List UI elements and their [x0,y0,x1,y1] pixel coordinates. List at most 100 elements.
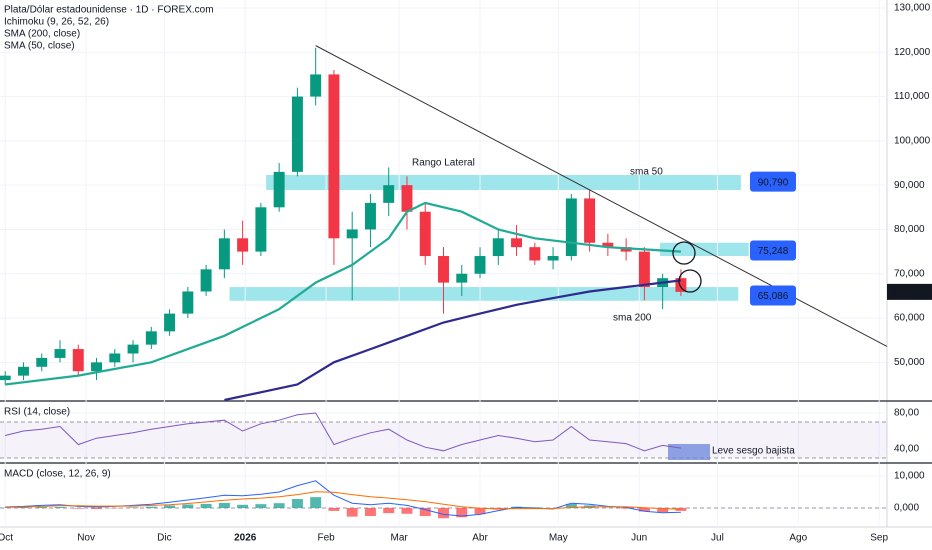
sma-line [5,201,681,386]
y-tick-label: 10,000 [894,471,925,482]
candle-body [0,375,11,381]
candle-body [383,185,395,203]
histogram-bar [620,508,632,509]
last-price-label: 65,909 [891,287,922,298]
x-tick-label: Ago [789,533,807,544]
y-tick-label: 0,000 [894,503,919,514]
candle-body [419,211,431,257]
histogram-bar [237,504,249,509]
histogram-bar [145,506,157,509]
x-tick-label: Mar [391,533,409,544]
zone [229,287,739,301]
candle-body [182,291,194,314]
histogram-bar [438,508,449,519]
histogram-bar [72,508,84,509]
candle-body [36,357,48,367]
rsi-band [0,422,887,459]
legend-entry: SMA (50, close) [4,41,75,52]
histogram-bar [273,503,285,509]
histogram-bar [182,504,194,509]
histogram-bar [474,508,486,515]
x-tick-label: Jun [631,533,647,544]
candle-body [72,349,84,372]
level-label: 90,790 [758,177,789,188]
highlight-circle [678,269,702,293]
histogram-bar [164,505,176,509]
candle-body [145,331,157,345]
y-tick-label: 90,000 [894,180,925,191]
sma-line [224,279,682,402]
histogram-bar [675,508,687,511]
zone [660,242,749,257]
y-tick-label: 120,000 [894,47,931,58]
histogram-bar [638,508,650,512]
x-tick-label: Nov [77,533,95,544]
level-label: 75,248 [758,246,789,257]
candle-body [584,198,596,243]
candle-body [474,256,486,274]
y-tick-label: 100,000 [894,136,931,147]
macd-line [5,491,681,510]
histogram-bar [456,508,468,518]
annotation: Rango Lateral [412,158,475,169]
candle-body [547,256,559,261]
histogram-bar [419,508,431,517]
candle-body [200,269,212,292]
candle-body [346,229,358,239]
histogram-bar [346,508,358,517]
candle-body [675,278,687,292]
candle-body [328,74,340,239]
candle-body [438,256,449,283]
candle-body [310,74,322,97]
histogram-bar [18,507,29,509]
candle-body [511,238,523,248]
pane-title: RSI (14, close) [4,407,70,418]
histogram-bar [200,503,212,509]
y-tick-label: 50,000 [894,357,925,368]
histogram-bar [657,508,669,513]
x-tick-label: Abr [472,533,488,544]
level-box [750,171,796,192]
x-tick-label: May [549,533,568,544]
rsi-line [5,412,681,452]
x-tick-label: Dic [157,533,171,544]
histogram-bar [255,504,267,509]
candle-body [565,198,577,257]
highlight-circle [672,241,696,265]
candle-body [291,96,303,172]
histogram-bar [364,508,376,517]
chart-title: Plata/Dólar estadounidense · 1D · FOREX.… [4,5,214,16]
level-box [750,285,796,306]
histogram-bar [127,507,139,509]
annotation: Leve sesgo bajista [712,446,795,457]
candle-body [164,313,176,332]
x-tick-label: 2026 [234,533,257,544]
histogram-bar [310,497,322,509]
histogram-bar [401,508,413,514]
histogram-bar [218,502,230,509]
annotation: sma 50 [630,167,663,178]
level-label: 65,086 [758,291,789,302]
pane-title: MACD (close, 12, 26, 9) [4,469,111,480]
histogram-bar [291,499,303,509]
y-tick-label: 110,000 [894,91,930,102]
candle-body [54,349,66,358]
candle-body [273,171,285,208]
y-tick-label: 80,000 [894,224,925,235]
candle-body [127,344,139,354]
annotation: sma 200 [613,313,652,324]
y-tick-label: 130,000 [894,3,931,14]
last-price-box [887,283,932,300]
candle-body [218,238,230,270]
x-tick-label: Feb [317,533,335,544]
note-highlight [668,444,710,460]
candle-body [109,353,121,363]
candle-body [492,238,504,257]
histogram-bar [328,508,340,511]
candle-body [529,247,541,261]
candle-body [364,202,376,230]
histogram-bar [565,503,577,509]
level-box [750,240,796,261]
candle-body [91,362,103,372]
